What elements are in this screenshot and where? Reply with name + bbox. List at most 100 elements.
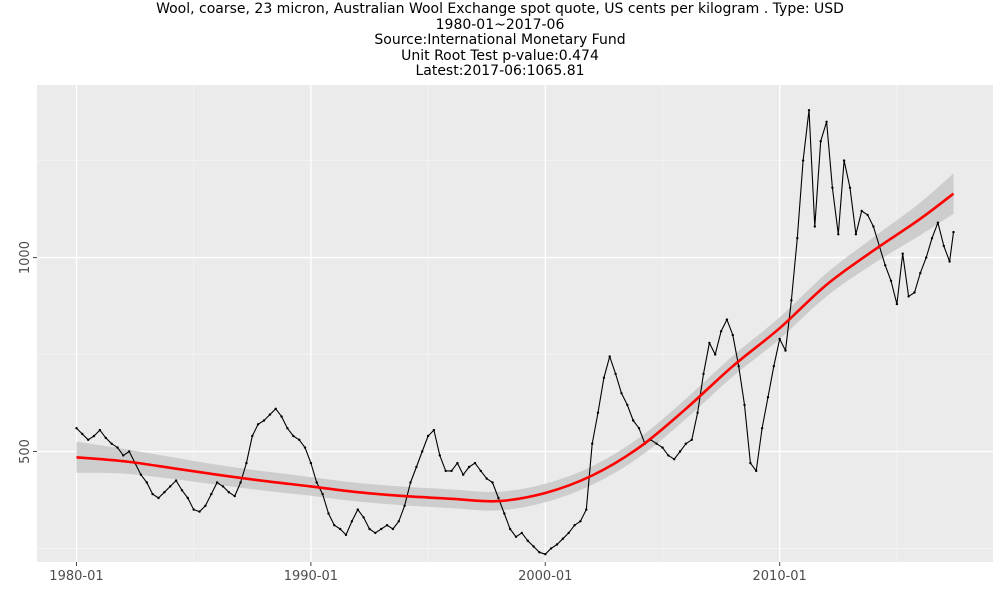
- data-point: [532, 545, 535, 548]
- data-point: [766, 396, 770, 399]
- data-point: [561, 537, 565, 540]
- data-point: [426, 434, 430, 438]
- data-point: [626, 403, 629, 407]
- data-point: [866, 213, 869, 217]
- data-point: [555, 543, 559, 546]
- data-point: [380, 527, 383, 531]
- series-point-layer: [75, 109, 955, 556]
- data-point: [661, 446, 664, 449]
- data-point: [837, 233, 840, 236]
- data-point: [667, 454, 670, 457]
- data-point: [479, 469, 482, 473]
- data-point: [602, 376, 606, 379]
- data-point: [128, 450, 131, 453]
- data-point: [784, 349, 787, 352]
- data-point: [731, 333, 734, 337]
- data-point: [872, 225, 875, 228]
- data-point: [925, 256, 928, 259]
- data-point: [362, 516, 365, 519]
- data-point: [92, 434, 96, 438]
- data-point: [327, 512, 330, 515]
- confidence-band: [76, 173, 954, 511]
- data-point: [942, 244, 945, 248]
- data-point: [180, 489, 184, 492]
- minor-gridlines: [37, 85, 993, 562]
- data-point: [116, 446, 119, 449]
- data-point: [198, 510, 201, 513]
- data-point: [421, 450, 424, 453]
- data-point: [673, 458, 676, 461]
- data-point: [544, 553, 547, 556]
- data-point: [725, 318, 729, 321]
- data-point: [755, 469, 758, 473]
- data-point: [514, 535, 518, 538]
- data-point: [303, 446, 307, 449]
- data-point: [227, 491, 230, 494]
- title-line-range: 1980-01~2017-06: [435, 16, 565, 33]
- data-point: [573, 524, 576, 527]
- smooth-line-layer: [76, 192, 955, 503]
- data-point: [438, 454, 441, 457]
- data-point: [186, 496, 189, 500]
- axis-layer: 1980-01 1990-01 2000-01 2010-01 500 1000: [18, 241, 807, 584]
- data-point: [368, 527, 371, 531]
- data-point: [743, 403, 746, 407]
- data-point: [614, 372, 617, 376]
- data-point: [948, 260, 951, 263]
- data-point: [204, 504, 207, 507]
- data-point: [907, 295, 910, 298]
- data-point: [333, 524, 336, 527]
- data-point: [210, 492, 213, 496]
- data-point: [825, 120, 828, 124]
- data-point: [497, 496, 500, 500]
- data-point: [456, 461, 459, 465]
- data-point: [895, 302, 899, 306]
- data-point: [280, 415, 283, 418]
- title-line-latest: Latest:2017-06:1065.81: [415, 63, 585, 79]
- data-point: [813, 225, 816, 228]
- data-point: [889, 279, 893, 282]
- x-tick-label: 2000-01: [518, 569, 572, 584]
- data-point: [309, 461, 313, 465]
- data-point: [215, 481, 219, 484]
- title-line-source: Source:International Monetary Fund: [374, 32, 626, 48]
- data-point: [151, 492, 154, 496]
- data-point: [591, 442, 594, 445]
- data-point: [549, 547, 553, 550]
- data-point: [444, 469, 447, 473]
- data-point: [749, 461, 752, 465]
- data-point: [344, 533, 348, 537]
- data-point: [919, 271, 922, 275]
- data-point: [391, 527, 395, 531]
- data-point: [292, 434, 295, 438]
- data-point: [538, 551, 541, 554]
- data-point: [901, 252, 904, 255]
- data-point: [526, 539, 529, 542]
- data-point: [520, 531, 523, 535]
- data-point: [690, 438, 693, 441]
- confidence-band-layer: [76, 173, 954, 511]
- data-point: [415, 465, 418, 469]
- data-point: [169, 485, 172, 488]
- data-point: [409, 481, 412, 484]
- data-point: [930, 237, 934, 240]
- data-point: [262, 419, 266, 422]
- data-point: [163, 491, 166, 494]
- data-point: [268, 413, 272, 416]
- data-point: [256, 423, 260, 426]
- data-point: [760, 427, 764, 430]
- data-point: [274, 407, 277, 410]
- data-point: [714, 353, 717, 356]
- data-point: [145, 481, 148, 484]
- data-point: [251, 434, 254, 438]
- data-point: [579, 520, 582, 523]
- data-point: [467, 465, 471, 469]
- data-point: [778, 337, 781, 341]
- data-point: [221, 485, 225, 488]
- data-point: [81, 432, 84, 436]
- data-point: [801, 159, 805, 162]
- data-point: [807, 109, 811, 112]
- title-line-main: Wool, coarse, 23 micron, Australian Wool…: [156, 1, 844, 17]
- data-point: [567, 531, 570, 535]
